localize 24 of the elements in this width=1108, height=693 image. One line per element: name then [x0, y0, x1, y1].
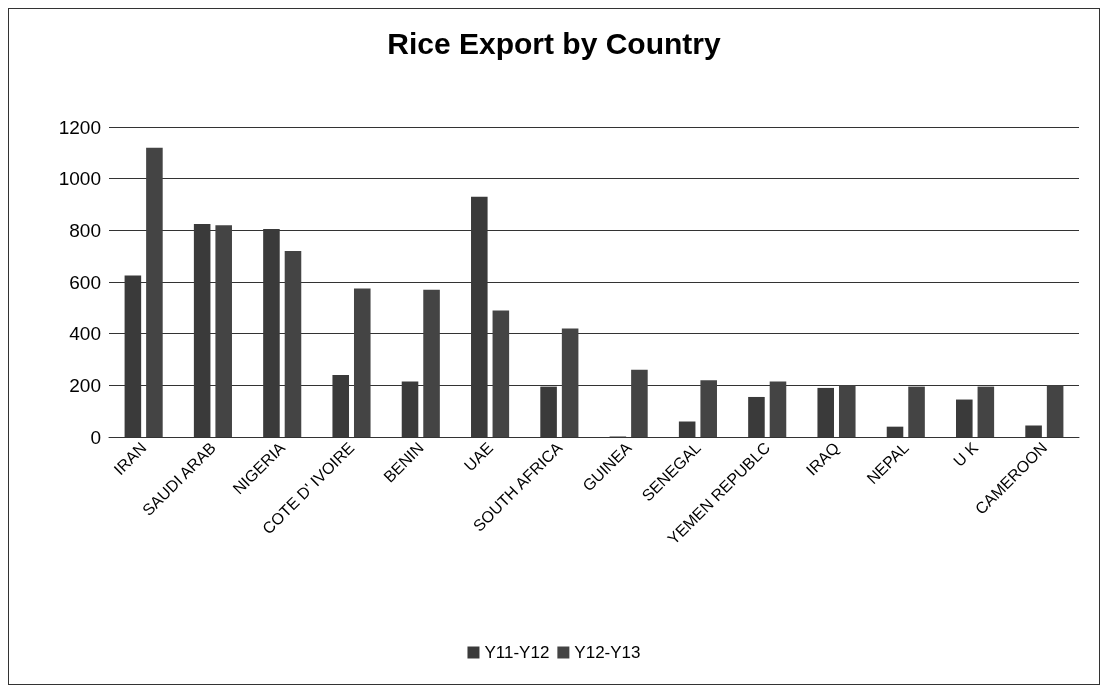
- bar: [700, 380, 717, 437]
- bar: [977, 386, 995, 437]
- bar: [353, 288, 371, 437]
- legend-label: Y12-Y13: [574, 643, 641, 662]
- bar: [769, 381, 787, 437]
- y-tick-label: 1000: [58, 168, 101, 190]
- bar: [146, 147, 163, 437]
- y-tick-label: 400: [69, 323, 101, 345]
- y-tick-label: 1200: [58, 116, 101, 138]
- bar: [631, 369, 648, 437]
- bar: [284, 251, 302, 437]
- y-tick-label: 0: [90, 426, 101, 448]
- bar: [561, 328, 579, 437]
- bar: [215, 225, 232, 437]
- bar: [1046, 385, 1064, 437]
- bar: [838, 385, 856, 437]
- y-tick-label: 600: [69, 271, 101, 293]
- y-tick-label: 200: [69, 374, 101, 396]
- bar: [423, 289, 440, 437]
- legend-label: Y11-Y12: [484, 643, 550, 662]
- bar: [908, 386, 925, 437]
- chart-title: Rice Export by Country: [387, 26, 721, 60]
- y-tick-label: 800: [69, 219, 101, 241]
- bar: [492, 310, 510, 437]
